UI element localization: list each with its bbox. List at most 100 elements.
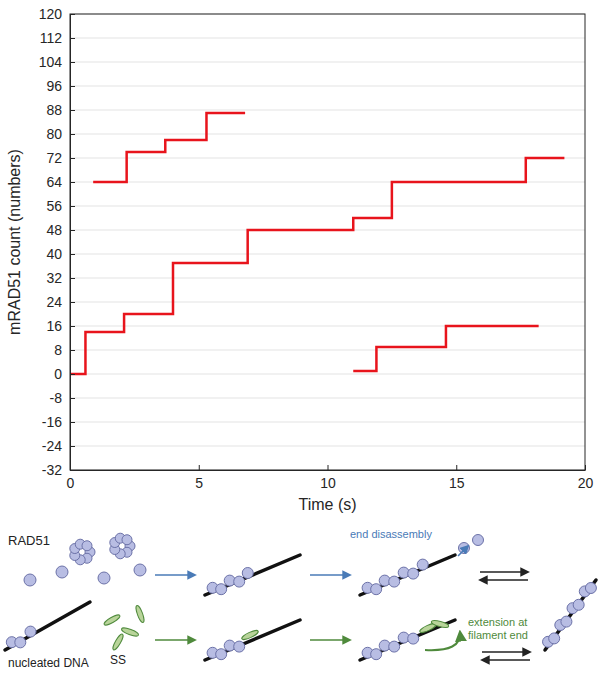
- y-axis-line: [70, 15, 71, 471]
- x-tick-label: 5: [195, 475, 203, 491]
- y-tick-label: 16: [46, 318, 62, 334]
- rad51-monomer: [15, 637, 26, 648]
- equilibrium-arrow: [482, 651, 530, 653]
- rad51-monomer: [216, 584, 227, 595]
- grid-line: [70, 398, 585, 399]
- grid-line: [70, 422, 585, 423]
- dna-strand: [205, 555, 300, 595]
- x-tick-label: 15: [449, 475, 465, 491]
- y-tick-mark: [70, 230, 75, 231]
- y-tick-mark: [70, 206, 75, 207]
- y-tick-label: 80: [46, 126, 62, 142]
- y-tick: 24: [46, 294, 75, 310]
- y-tick-label: 32: [46, 270, 62, 286]
- y-tick: 56: [46, 198, 75, 214]
- rad51-monomer: [389, 576, 400, 587]
- x-tick: 15: [449, 465, 465, 491]
- y-tick-mark: [70, 62, 75, 63]
- x-tick-label: 0: [67, 475, 75, 491]
- figure-svg: -32-24-16-808162432404856647280889610411…: [0, 0, 600, 675]
- y-tick-label: 24: [46, 294, 62, 310]
- extension-arrow: [425, 632, 460, 650]
- x-tick-mark: [328, 465, 329, 470]
- y-tick-label: 40: [46, 246, 62, 262]
- grid: [70, 14, 585, 470]
- x-tick-label: 20: [578, 475, 594, 491]
- y-tick-mark: [70, 158, 75, 159]
- y-tick-mark: [70, 350, 75, 351]
- y-tick-label: 0: [54, 366, 62, 382]
- y-tick: 104: [39, 54, 75, 70]
- rad51-monomer: [25, 626, 36, 637]
- y-tick: -24: [42, 438, 75, 454]
- rad51-monomer: [585, 583, 596, 594]
- equilibrium-arrow: [482, 659, 530, 661]
- dna-strand: [545, 580, 596, 650]
- x-tick: 0: [67, 465, 75, 491]
- y-tick: 88: [46, 102, 75, 118]
- step-line: [353, 326, 538, 371]
- rad51-monomer: [389, 641, 400, 652]
- grid-line: [70, 374, 585, 375]
- y-tick-mark: [70, 182, 75, 183]
- pathway-arrow: [310, 639, 350, 641]
- diagram: RAD51nucleated DNASSend disassemblyexten…: [5, 528, 596, 670]
- y-tick-label: 112: [40, 30, 63, 46]
- ss-protein: [111, 633, 125, 651]
- x-tick: 5: [195, 465, 203, 491]
- grid-line: [70, 158, 585, 159]
- y-tick-mark: [70, 38, 75, 39]
- rad51-monomer: [417, 559, 428, 570]
- plot-area: [70, 113, 564, 374]
- y-tick-label: 72: [46, 150, 62, 166]
- y-tick: 112: [40, 30, 75, 46]
- step-line: [70, 158, 564, 374]
- x-tick-mark: [456, 465, 457, 470]
- y-tick: 48: [46, 222, 75, 238]
- pathway-arrow: [155, 574, 195, 576]
- y-tick-mark: [70, 254, 75, 255]
- y-tick: 72: [46, 150, 75, 166]
- label-rad51: RAD51: [8, 533, 50, 548]
- y-tick-mark: [70, 302, 75, 303]
- equilibrium-arrow: [480, 579, 528, 581]
- y-tick-label: -16: [42, 414, 62, 430]
- y-tick: 40: [46, 246, 75, 262]
- y-tick: 0: [54, 366, 75, 382]
- y-tick-mark: [70, 326, 75, 327]
- y-tick-mark: [70, 278, 75, 279]
- y-tick: 120: [39, 6, 75, 22]
- y-tick: 8: [54, 342, 75, 358]
- dna-strand: [360, 620, 455, 660]
- y-tick-label: -32: [42, 462, 62, 478]
- x-tick-mark: [585, 465, 586, 470]
- x-tick-mark: [70, 465, 71, 470]
- grid-line: [70, 62, 585, 63]
- y-axis: -32-24-16-808162432404856647280889610411…: [39, 6, 75, 478]
- pathway-arrow: [155, 639, 195, 641]
- y-tick-mark: [70, 110, 75, 111]
- rad51-monomer: [371, 649, 382, 660]
- y-tick-label: 48: [46, 222, 62, 238]
- y-tick-mark: [70, 446, 75, 447]
- rad51-monomer: [408, 568, 419, 579]
- dna-strand: [5, 602, 90, 650]
- y-tick-label: 88: [46, 102, 62, 118]
- y-tick-label: 64: [46, 174, 62, 190]
- x-tick-mark: [199, 465, 200, 470]
- rad51-monomer: [242, 568, 253, 579]
- y-tick-label: -24: [42, 438, 62, 454]
- rad51-monomer: [98, 572, 110, 584]
- x-axis-line: [71, 470, 586, 471]
- rad51-monomer: [216, 649, 227, 660]
- x-tick-label: 10: [320, 475, 336, 491]
- grid-line: [70, 38, 585, 39]
- rad51-monomer: [24, 574, 36, 586]
- y-tick-label: 104: [39, 54, 63, 70]
- y-tick-label: 120: [39, 6, 63, 22]
- ss-protein: [241, 629, 260, 641]
- rad51-monomer: [234, 576, 245, 587]
- x-axis: 0 5 10 15 20: [67, 465, 594, 491]
- grid-line: [70, 278, 585, 279]
- grid-line: [70, 86, 585, 87]
